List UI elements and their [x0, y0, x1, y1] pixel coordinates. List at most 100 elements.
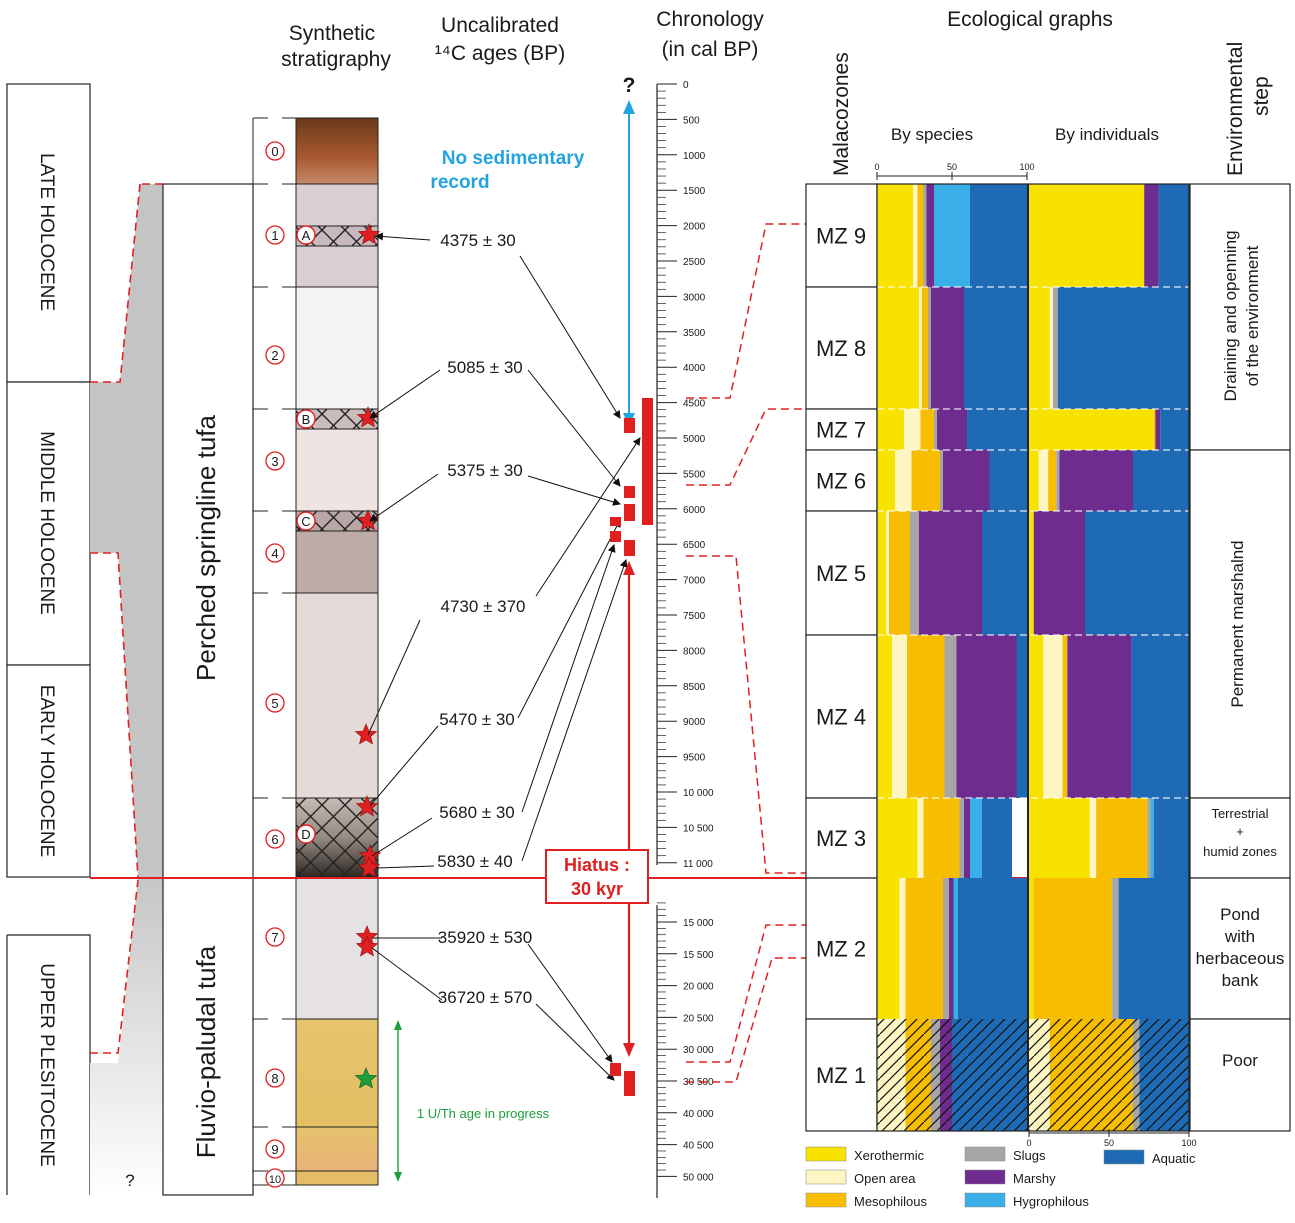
layer-number: 10 — [265, 1168, 285, 1188]
svg-text:B: B — [302, 412, 311, 427]
malacozone-label: MZ 8 — [816, 336, 866, 361]
bar-segment-xerothermic — [877, 798, 918, 878]
bar-segment-marshy — [1155, 409, 1161, 450]
date-5830: 5830 ± 40 — [437, 852, 513, 871]
bar-segment-xerothermic — [1029, 409, 1154, 450]
chronology-scale: 0 500 1000 1500 2000 2500 3000 3500 4000 4500 5000… — [656, 80, 714, 1198]
chronology-tick-label: 8000 — [683, 646, 706, 657]
header-malacozones: Malacozones — [830, 52, 853, 176]
star-green — [354, 1067, 378, 1089]
chronology-tick-label: 4500 — [683, 399, 706, 410]
header-environmental-1: Environmental — [1224, 42, 1247, 176]
svg-text:0: 0 — [874, 162, 879, 172]
malacozone-label: MZ 9 — [816, 224, 866, 249]
layer-number: 2 — [265, 345, 285, 365]
layer-index-column: 0 1 2 3 4 5 6 7 8 9 10 — [252, 117, 296, 1188]
chronology-tick-label: 11 000 — [683, 859, 713, 870]
bar-segment-xerothermic — [877, 450, 895, 511]
env-poor: Poor — [1222, 1051, 1258, 1070]
env-pond-1: Pond — [1220, 905, 1260, 924]
epoch-middle-holocene: MIDDLE HOLOCENE — [36, 431, 57, 615]
question-mark-top: ? — [623, 74, 636, 97]
bar-segment-xerothermic — [877, 184, 913, 287]
chronology-tick-label: 7500 — [683, 611, 706, 622]
bar-segment-hygrophilous — [1150, 798, 1154, 878]
svg-text:0: 0 — [1026, 1138, 1031, 1148]
hiatus-arrow — [623, 561, 635, 1057]
species-axis-top: 0 50 100 — [874, 162, 1035, 180]
date-5470: 5470 ± 30 — [439, 710, 515, 729]
star-red — [354, 723, 378, 745]
question-mark-epoch: ? — [125, 1171, 134, 1190]
marker-b: B — [296, 409, 316, 429]
bar-segment-marshy — [937, 409, 967, 450]
env-pond-2: with — [1224, 927, 1255, 946]
bar-segment-mesophilous — [1048, 450, 1057, 511]
svg-text:8: 8 — [271, 1071, 278, 1086]
bar-segment-open_area — [1038, 450, 1049, 511]
chronology-tick-label: 0 — [683, 80, 689, 91]
malacozone-column: MZ 9 MZ 8 MZ 7 MZ 6 MZ 5 MZ 4 MZ 3 MZ 2 MZ 1 — [805, 183, 878, 1132]
bar-segment-open_area — [904, 409, 921, 450]
chronology-tick-label: 50 000 — [683, 1172, 714, 1183]
date-5085: 5085 ± 30 — [447, 358, 523, 377]
chronology-tick-label: 9000 — [683, 717, 706, 728]
legend-label-mesophilous: Mesophilous — [854, 1194, 927, 1209]
chronology-tick-label: 40 500 — [683, 1141, 714, 1152]
bar-segment-mesophilous — [1062, 635, 1068, 798]
chronology-tick-label: 15 000 — [683, 918, 714, 929]
svg-text:7: 7 — [271, 930, 278, 945]
marker-c: C — [296, 511, 316, 531]
chronology-tick-label: 500 — [683, 115, 700, 126]
bar-segment-xerothermic — [877, 511, 886, 635]
stratigraphic-column — [295, 117, 379, 1186]
svg-text:A: A — [302, 228, 311, 243]
bar-segment-mesophilous — [907, 635, 945, 798]
bar-segment-marshy — [931, 287, 964, 409]
bar-segment-aquatic — [958, 878, 1027, 1019]
header-chronology-1: Chronology — [656, 8, 764, 31]
bar-segment-slugs — [1112, 878, 1119, 1019]
env-terrestrial-2: + — [1236, 824, 1244, 839]
svg-text:1: 1 — [271, 228, 278, 243]
bar-segment-open_area — [919, 287, 922, 409]
bar-segment-marshy — [919, 511, 982, 635]
layer-number: 0 — [265, 141, 285, 161]
chronology-tick-label: 1000 — [683, 151, 706, 162]
star-red — [357, 856, 381, 878]
bar-segment-open_area — [899, 878, 906, 1019]
bar-segment-marshy — [1033, 511, 1085, 635]
chronology-tick-label: 30 500 — [683, 1077, 714, 1088]
bar-segment-slugs — [940, 450, 943, 511]
bar-segment-slugs — [1147, 798, 1151, 878]
env-pond-3: herbaceous — [1196, 949, 1285, 968]
bar-segment-hygrophilous — [970, 798, 982, 878]
hiatus-label-1: Hiatus : — [564, 855, 630, 875]
bar-segment-mesophilous — [911, 450, 940, 511]
chronology-tick-label: 2000 — [683, 222, 706, 233]
bar-segment-aquatic — [1057, 287, 1189, 409]
bar-segment-mesophilous — [889, 511, 910, 635]
bar-segment-aquatic — [970, 184, 1027, 287]
bar-segment-slugs — [1053, 287, 1058, 409]
svg-text:10: 10 — [269, 1174, 281, 1186]
bar-segment-xerothermic — [1029, 450, 1039, 511]
bar-segment-xerothermic — [877, 635, 892, 798]
correlation-lines — [686, 223, 806, 1083]
marker-d: D — [296, 824, 316, 844]
legend: Xerothermic Open area Mesophilous Slugs Mars… — [805, 1146, 1196, 1209]
uth-range — [394, 1020, 402, 1182]
bar-segment-marshy — [943, 450, 990, 511]
svg-text:6: 6 — [271, 832, 278, 847]
bar-segment-xerothermic — [1029, 635, 1044, 798]
bar-segment-marshy — [926, 184, 934, 287]
date-arrows — [367, 232, 641, 1081]
bar-segment-slugs — [910, 511, 919, 635]
env-pond-4: bank — [1222, 971, 1259, 990]
bar-segment-slugs — [943, 878, 949, 1019]
svg-text:D: D — [301, 827, 310, 842]
svg-text:100: 100 — [1019, 162, 1034, 172]
unit-column: Perched springline tufa Fluvio-paludal t… — [162, 183, 254, 1196]
svg-text:3: 3 — [271, 454, 278, 469]
